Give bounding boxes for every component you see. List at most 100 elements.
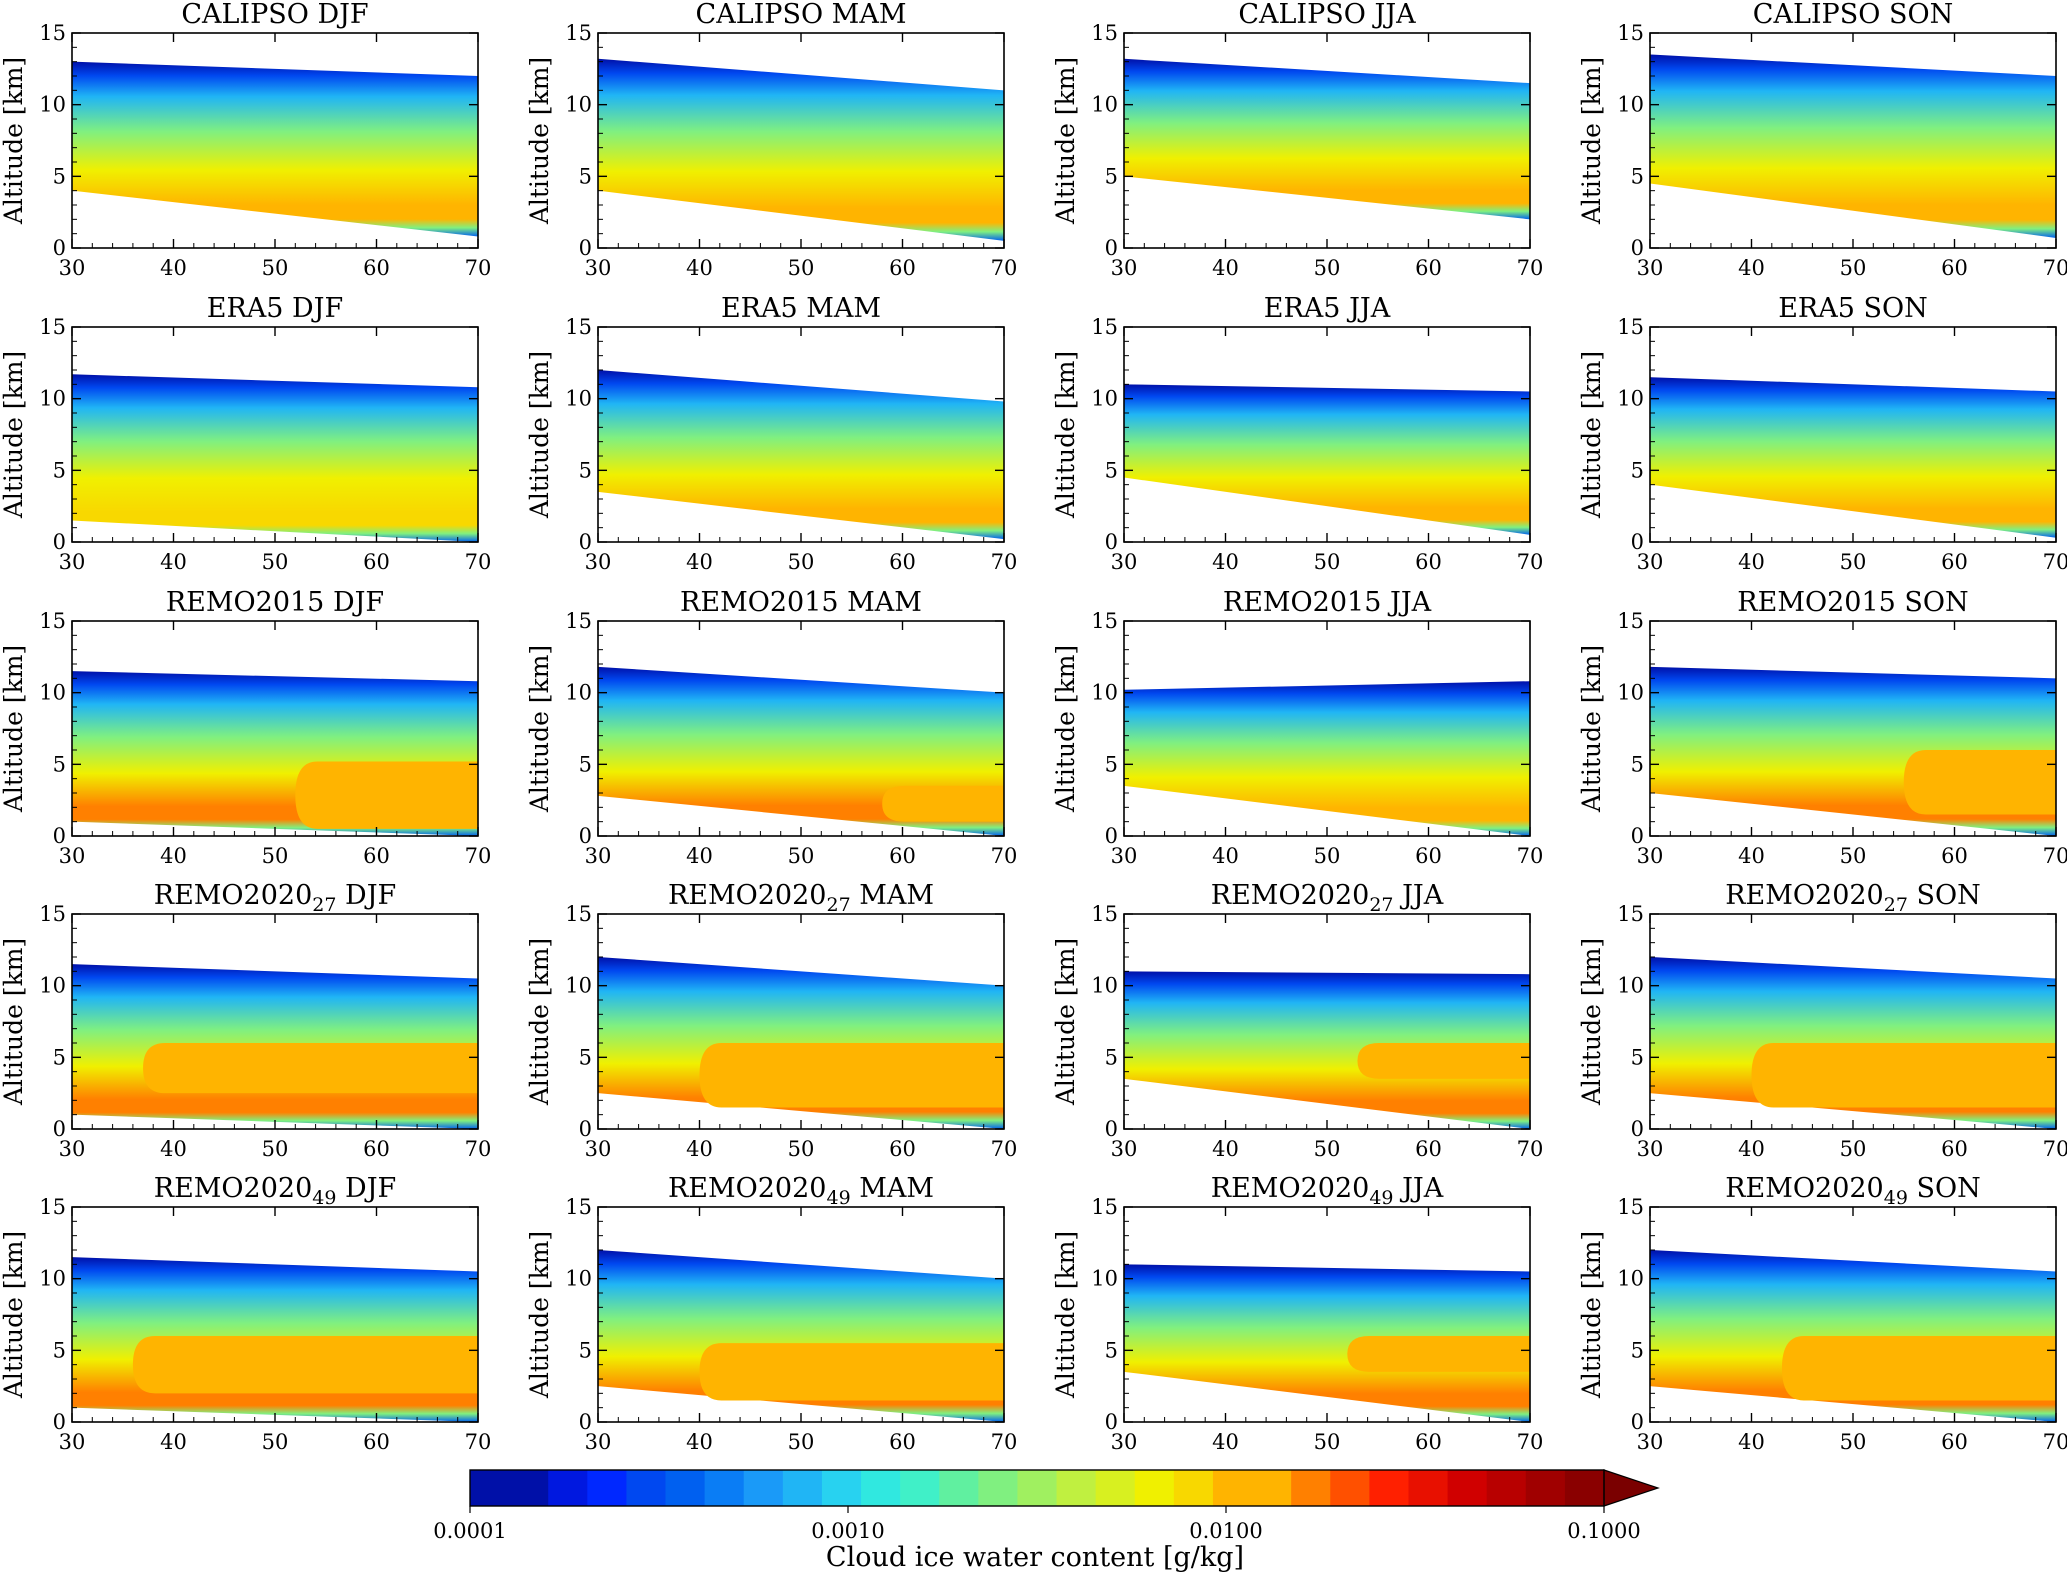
y-tick-label: 5 [1105, 1338, 1118, 1362]
colorbar-swatch [939, 1470, 979, 1506]
panel-calipso-mam: 30 40 50 60 70 0 5 10 15 Altitude [km] CALIPSO MAM [525, 0, 1017, 280]
y-tick-label: 10 [1091, 1267, 1118, 1291]
y-axis-label: Altitude [km] [1051, 1231, 1080, 1399]
y-tick-label: 10 [39, 1267, 66, 1291]
x-tick-label: 50 [788, 1430, 815, 1454]
panel-era5-jja: 30 40 50 60 70 0 5 10 15 Altitude [km] ERA5 JJA [1051, 293, 1543, 574]
cloud-ice-field [1124, 971, 1530, 1129]
x-tick-label: 50 [1314, 1137, 1341, 1161]
x-tick-label: 30 [59, 256, 86, 280]
colorbar-swatch [587, 1470, 628, 1506]
x-tick-label: 60 [1415, 844, 1442, 868]
high-iwc-core [132, 1336, 478, 1394]
x-tick-label: 40 [160, 550, 187, 574]
colorbar-swatch [1173, 1470, 1214, 1506]
panel-remo2015-mam: 30 40 50 60 70 0 5 10 15 Altitude [km] REMO2015 MA… [525, 587, 1017, 868]
high-iwc-core [1781, 1336, 2056, 1401]
x-tick-label: 40 [1212, 844, 1239, 868]
x-tick-label: 50 [1840, 1430, 1867, 1454]
x-tick-label: 70 [465, 256, 492, 280]
x-tick-label: 40 [686, 1137, 713, 1161]
panel-calipso-son: 30 40 50 60 70 0 5 10 15 Altitude [km] CALIPSO SON [1577, 0, 2067, 280]
x-tick-label: 70 [2043, 844, 2067, 868]
x-tick-label: 40 [686, 550, 713, 574]
panel-era5-djf: 30 40 50 60 70 0 5 10 15 Altitude [km] ERA5 DJF [0, 293, 491, 574]
x-tick-label: 70 [1517, 844, 1544, 868]
y-tick-label: 15 [1091, 21, 1118, 45]
x-tick-label: 40 [1212, 1430, 1239, 1454]
colorbar-label: Cloud ice water content [g/kg] [826, 1542, 1244, 1573]
x-tick-label: 30 [1111, 1137, 1138, 1161]
panel-title: ERA5 SON [1778, 293, 1928, 324]
y-tick-label: 5 [1105, 458, 1118, 482]
x-tick-label: 30 [1637, 844, 1664, 868]
y-tick-label: 0 [1631, 1117, 1644, 1141]
y-tick-label: 5 [1105, 164, 1118, 188]
panel-title: REMO202027 MAM [668, 880, 934, 916]
cloud-ice-field [598, 58, 1004, 241]
x-tick-label: 70 [2043, 550, 2067, 574]
high-iwc-core [295, 761, 478, 829]
y-tick-label: 15 [1091, 902, 1118, 926]
colorbar-swatch [1017, 1470, 1058, 1506]
x-tick-label: 60 [1941, 550, 1968, 574]
y-axis-label: Altitude [km] [1577, 1231, 1606, 1399]
y-tick-label: 15 [565, 1195, 592, 1219]
cloud-ice-field [598, 370, 1004, 540]
x-tick-label: 30 [59, 550, 86, 574]
high-iwc-core [882, 785, 1004, 822]
colorbar-swatch [861, 1470, 901, 1506]
high-iwc-core [699, 1043, 1004, 1108]
y-tick-label: 10 [39, 974, 66, 998]
x-tick-label: 30 [585, 550, 612, 574]
x-tick-label: 30 [1111, 844, 1138, 868]
panel-title: REMO2015 JJA [1223, 587, 1432, 618]
x-tick-label: 70 [1517, 1137, 1544, 1161]
y-tick-label: 10 [1617, 1267, 1644, 1291]
x-tick-label: 60 [363, 550, 390, 574]
x-tick-label: 40 [1738, 1137, 1765, 1161]
x-tick-label: 30 [1637, 1430, 1664, 1454]
panel-era5-son: 30 40 50 60 70 0 5 10 15 Altitude [km] ERA5 SON [1577, 293, 2067, 574]
x-tick-label: 50 [788, 844, 815, 868]
panel-remo2020-49-djf: 30 40 50 60 70 0 5 10 15 Altitude [km] REMO202049 … [0, 1173, 491, 1454]
y-axis-label: Altitude [km] [0, 351, 28, 519]
x-tick-label: 40 [160, 1430, 187, 1454]
y-axis-label: Altitude [km] [525, 938, 554, 1106]
x-tick-label: 40 [1212, 550, 1239, 574]
y-tick-label: 15 [39, 902, 66, 926]
x-tick-label: 30 [59, 844, 86, 868]
panel-title: REMO202027 SON [1725, 880, 1981, 916]
y-tick-label: 10 [39, 387, 66, 411]
x-tick-label: 40 [160, 256, 187, 280]
cloud-ice-field [1124, 681, 1530, 836]
y-tick-label: 0 [1105, 236, 1118, 260]
y-tick-label: 15 [39, 21, 66, 45]
y-tick-label: 10 [565, 387, 592, 411]
panel-title: REMO202027 DJF [154, 880, 397, 916]
x-tick-label: 50 [1314, 550, 1341, 574]
panel-remo2015-jja: 30 40 50 60 70 0 5 10 15 Altitude [km] REMO2015 JJ… [1051, 587, 1543, 868]
panel-title: CALIPSO MAM [696, 0, 907, 30]
x-tick-label: 30 [1111, 256, 1138, 280]
cloud-ice-field [72, 374, 478, 542]
y-tick-label: 5 [53, 1338, 66, 1362]
x-tick-label: 50 [788, 256, 815, 280]
x-tick-label: 30 [585, 256, 612, 280]
y-tick-label: 5 [1631, 164, 1644, 188]
y-tick-label: 5 [53, 1045, 66, 1069]
colorbar-swatch [1056, 1470, 1097, 1506]
y-tick-label: 0 [579, 236, 592, 260]
x-tick-label: 40 [160, 1137, 187, 1161]
cloud-ice-field [1124, 1264, 1530, 1422]
x-tick-label: 30 [585, 844, 612, 868]
x-tick-label: 30 [585, 1430, 612, 1454]
y-axis-label: Altitude [km] [1051, 645, 1080, 813]
panel-title: REMO202027 JJA [1211, 880, 1444, 916]
x-tick-label: 50 [262, 1137, 289, 1161]
y-tick-label: 10 [39, 93, 66, 117]
y-tick-label: 15 [39, 609, 66, 633]
y-axis-label: Altitude [km] [0, 57, 28, 225]
x-tick-label: 40 [1738, 256, 1765, 280]
y-tick-label: 15 [1617, 902, 1644, 926]
